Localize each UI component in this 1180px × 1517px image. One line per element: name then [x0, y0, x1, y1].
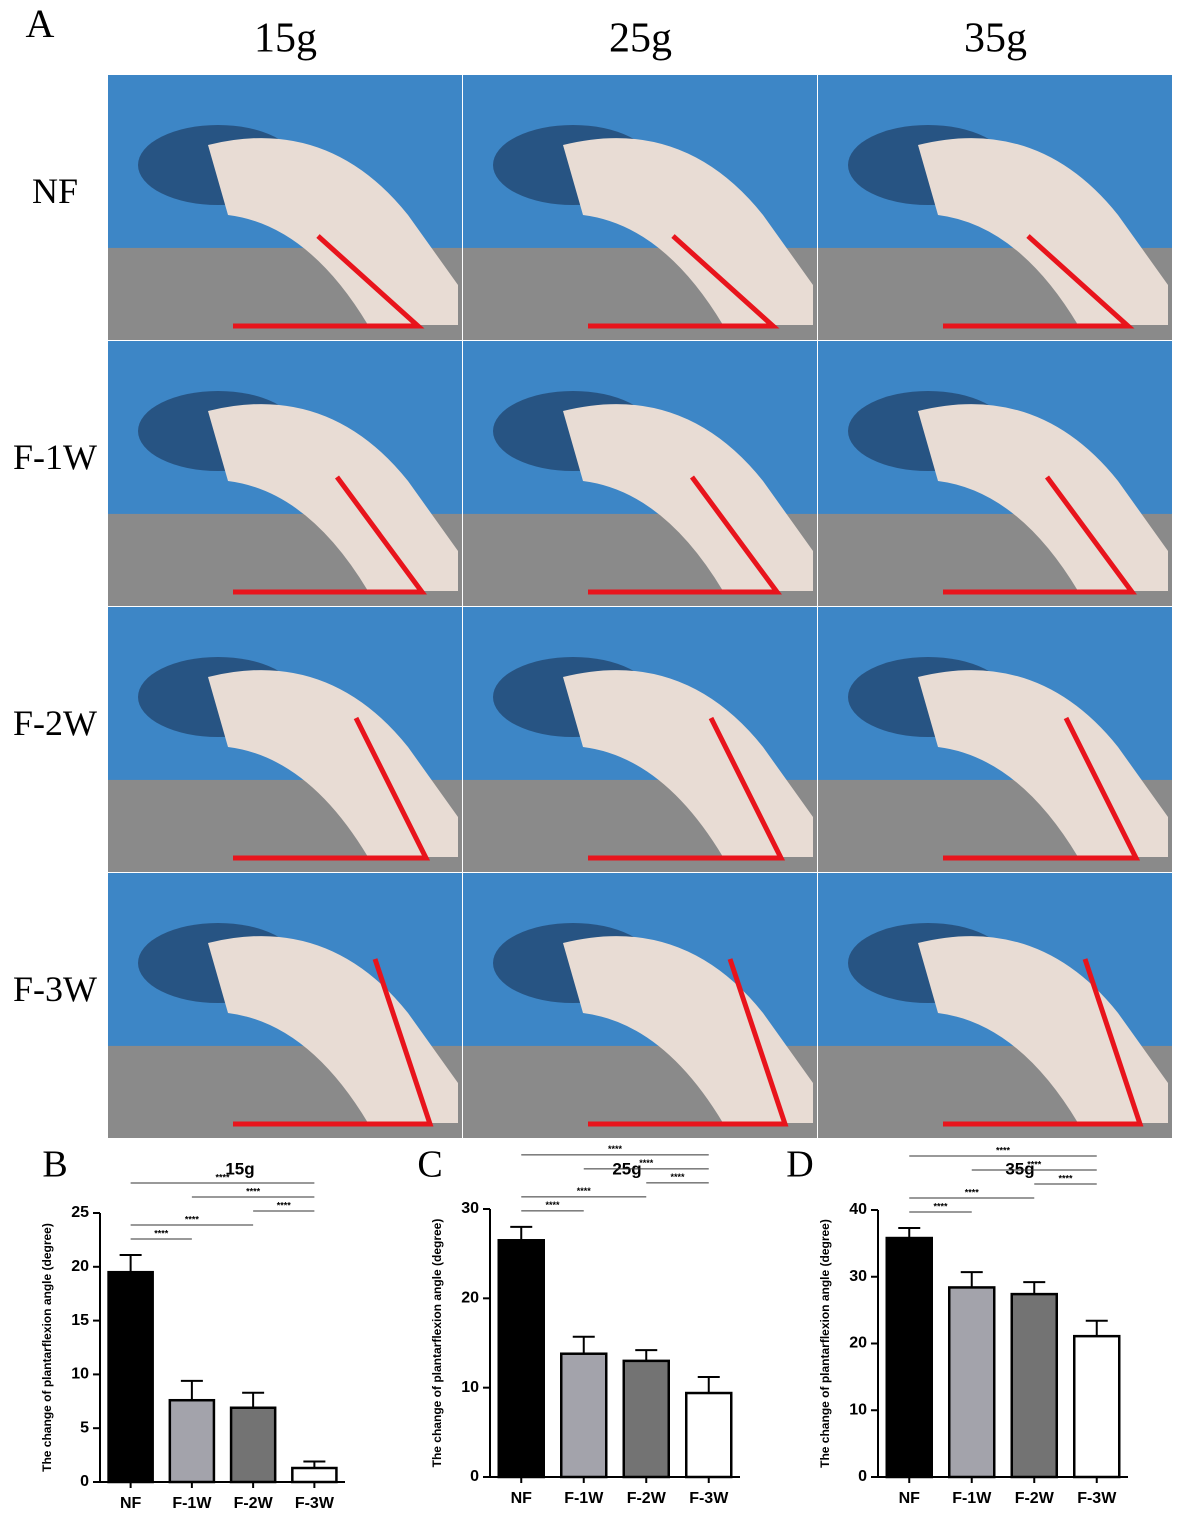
chart-title: 15g — [225, 1159, 254, 1178]
bar — [624, 1361, 669, 1477]
significance-label: **** — [639, 1158, 654, 1168]
bar — [1012, 1294, 1057, 1477]
significance-label: **** — [246, 1186, 261, 1196]
x-tick-label: F-1W — [952, 1490, 992, 1507]
x-tick-label: NF — [899, 1490, 921, 1507]
y-tick-label: 10 — [71, 1366, 89, 1383]
y-tick-label: 10 — [849, 1401, 867, 1418]
y-tick-label: 20 — [461, 1290, 479, 1307]
y-tick-label: 40 — [849, 1201, 867, 1218]
photo — [818, 341, 1172, 606]
bar — [887, 1238, 932, 1477]
significance-label: **** — [1027, 1159, 1042, 1169]
y-tick-label: 30 — [461, 1200, 479, 1217]
chart-letter: D — [786, 1144, 813, 1186]
bar — [231, 1408, 275, 1482]
figure: A 15g 25g 35g NF F-1W F-2W F-3W B 15g The change … — [0, 0, 1180, 1517]
y-tick-label: 20 — [849, 1335, 867, 1352]
column-header: 15g — [254, 16, 317, 62]
photo — [463, 607, 817, 872]
y-axis-label: The change of plantarflexion angle (degr… — [430, 1219, 444, 1468]
significance-label: **** — [608, 1144, 623, 1154]
bar — [949, 1287, 994, 1477]
x-tick-label: NF — [120, 1495, 142, 1512]
bar — [109, 1272, 153, 1482]
row-label: NF — [32, 171, 78, 211]
significance-label: **** — [1058, 1173, 1073, 1183]
photo — [108, 607, 462, 872]
significance-label: **** — [965, 1187, 980, 1197]
significance-label: **** — [215, 1172, 230, 1182]
row-label: F-2W — [13, 703, 97, 743]
photo — [463, 873, 817, 1138]
photo — [108, 873, 462, 1138]
x-tick-label: F-2W — [234, 1495, 274, 1512]
bar — [499, 1240, 544, 1477]
x-tick-label: F-3W — [1077, 1490, 1117, 1507]
significance-label: **** — [996, 1145, 1011, 1155]
significance-label: **** — [933, 1201, 948, 1211]
photo — [818, 607, 1172, 872]
photo — [108, 75, 462, 340]
row-label: F-1W — [13, 437, 97, 477]
chart-letter: C — [417, 1144, 442, 1186]
row-label: F-3W — [13, 969, 97, 1009]
y-tick-label: 10 — [461, 1379, 479, 1396]
photo — [818, 873, 1172, 1138]
x-tick-label: F-2W — [1015, 1490, 1055, 1507]
x-tick-label: F-2W — [627, 1490, 667, 1507]
photo — [818, 75, 1172, 340]
x-tick-label: F-1W — [172, 1495, 212, 1512]
y-tick-label: 0 — [80, 1473, 89, 1490]
photo — [463, 75, 817, 340]
y-tick-label: 20 — [71, 1258, 89, 1275]
significance-label: **** — [185, 1214, 200, 1224]
photo — [108, 341, 462, 606]
bar — [292, 1468, 336, 1482]
column-header: 35g — [964, 16, 1027, 62]
x-tick-label: F-3W — [689, 1490, 729, 1507]
x-tick-label: F-3W — [295, 1495, 335, 1512]
significance-label: **** — [545, 1200, 560, 1210]
bar — [170, 1400, 214, 1482]
y-tick-label: 25 — [71, 1204, 89, 1221]
y-axis-label: The change of plantarflexion angle (degr… — [818, 1219, 832, 1468]
column-header: 25g — [609, 16, 672, 62]
y-tick-label: 30 — [849, 1268, 867, 1285]
y-tick-label: 15 — [71, 1312, 89, 1329]
significance-label: **** — [670, 1172, 685, 1182]
bar — [686, 1393, 731, 1477]
panel-letter: A — [26, 1, 55, 46]
x-tick-label: F-1W — [564, 1490, 604, 1507]
bar — [1074, 1336, 1119, 1477]
y-tick-label: 5 — [80, 1419, 89, 1436]
photo — [463, 341, 817, 606]
bar — [561, 1354, 606, 1477]
significance-label: **** — [277, 1200, 292, 1210]
chart-letter: B — [42, 1144, 67, 1186]
x-tick-label: NF — [511, 1490, 533, 1507]
y-axis-label: The change of plantarflexion angle (degr… — [40, 1223, 54, 1472]
significance-label: **** — [154, 1228, 169, 1238]
y-tick-label: 0 — [858, 1468, 867, 1485]
y-tick-label: 0 — [470, 1468, 479, 1485]
significance-label: **** — [577, 1186, 592, 1196]
